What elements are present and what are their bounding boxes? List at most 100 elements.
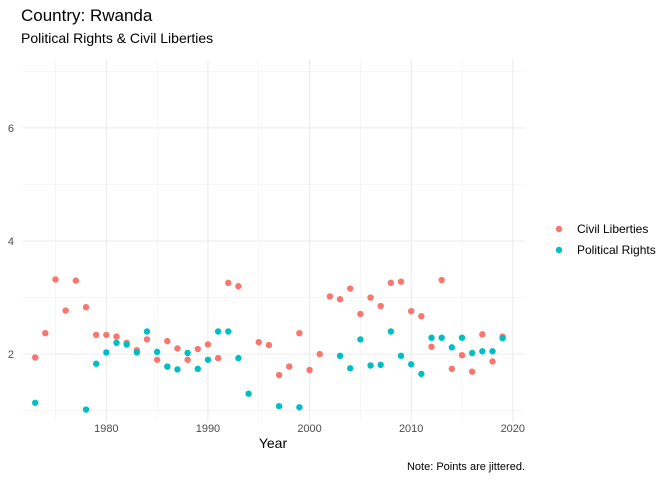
civil-liberties-point bbox=[174, 345, 181, 352]
political-rights-point bbox=[397, 352, 405, 360]
civil-liberties-point bbox=[377, 302, 384, 310]
political-rights-point bbox=[204, 356, 212, 363]
civil-liberties-point bbox=[479, 331, 486, 338]
civil-liberties-point bbox=[225, 279, 232, 287]
political-rights-point bbox=[164, 363, 171, 370]
political-rights-point bbox=[468, 349, 476, 357]
x-tick-label: 1990 bbox=[196, 423, 220, 435]
data-points bbox=[31, 276, 506, 413]
political-rights-point bbox=[194, 365, 201, 373]
civil-liberties-point bbox=[357, 310, 364, 318]
civil-liberties-point bbox=[387, 279, 395, 287]
civil-liberties-point bbox=[438, 276, 445, 284]
civil-liberties-point bbox=[62, 307, 69, 314]
political-rights-point bbox=[103, 349, 110, 356]
civil-liberties-point bbox=[153, 356, 161, 363]
political-rights-point bbox=[367, 362, 374, 369]
civil-liberties-point bbox=[326, 293, 334, 300]
civil-liberties-point bbox=[448, 365, 456, 373]
civil-liberties-point bbox=[204, 341, 212, 348]
legend: Civil Liberties Political Rights bbox=[555, 222, 656, 257]
political-rights-point bbox=[377, 361, 384, 369]
legend-key-political-rights bbox=[555, 246, 563, 254]
y-tick-label: 4 bbox=[8, 236, 14, 248]
political-rights-point bbox=[245, 390, 252, 397]
political-rights-point bbox=[336, 352, 344, 360]
civil-liberties-point bbox=[184, 356, 191, 363]
political-rights-point bbox=[174, 366, 181, 373]
civil-liberties-point bbox=[52, 276, 59, 283]
political-rights-point bbox=[438, 334, 445, 341]
civil-liberties-point bbox=[458, 352, 466, 359]
political-rights-point bbox=[296, 404, 303, 411]
civil-liberties-point bbox=[286, 363, 293, 370]
political-rights-point bbox=[407, 361, 415, 368]
civil-liberties-point bbox=[235, 283, 242, 290]
civil-liberties-point bbox=[164, 337, 171, 345]
political-rights-point bbox=[235, 354, 242, 362]
civil-liberties-point bbox=[316, 350, 323, 358]
political-rights-point bbox=[418, 370, 425, 378]
political-rights-point bbox=[458, 334, 466, 341]
y-tick-label: 6 bbox=[8, 123, 14, 135]
political-rights-point bbox=[387, 328, 395, 335]
civil-liberties-point bbox=[428, 343, 435, 350]
political-rights-point bbox=[489, 348, 496, 355]
political-rights-point bbox=[143, 328, 151, 335]
civil-liberties-point bbox=[214, 354, 222, 362]
y-tick-label: 2 bbox=[8, 349, 14, 361]
political-rights-point bbox=[153, 348, 161, 356]
legend-label-civil-liberties: Civil Liberties bbox=[577, 222, 648, 236]
civil-liberties-point bbox=[397, 278, 405, 285]
civil-liberties-point bbox=[92, 331, 100, 339]
civil-liberties-point bbox=[103, 331, 110, 339]
political-rights-point bbox=[428, 334, 435, 341]
political-rights-point bbox=[133, 349, 141, 356]
civil-liberties-point bbox=[347, 285, 354, 292]
civil-liberties-point bbox=[306, 366, 313, 374]
x-axis-title: Year bbox=[259, 435, 288, 451]
civil-liberties-point bbox=[336, 296, 344, 303]
civil-liberties-point bbox=[143, 336, 151, 343]
civil-liberties-point bbox=[367, 294, 374, 301]
chart-subtitle: Political Rights & Civil Liberties bbox=[21, 30, 213, 46]
civil-liberties-point bbox=[194, 345, 201, 353]
political-rights-point bbox=[31, 399, 39, 406]
political-rights-point bbox=[448, 344, 456, 351]
civil-liberties-point bbox=[82, 303, 90, 311]
political-rights-point bbox=[499, 335, 506, 342]
x-tick-label: 2000 bbox=[297, 423, 321, 435]
legend-key-civil-liberties bbox=[555, 225, 563, 233]
political-rights-point bbox=[225, 328, 232, 335]
political-rights-point bbox=[113, 339, 120, 347]
civil-liberties-point bbox=[113, 333, 120, 340]
legend-label-political-rights: Political Rights bbox=[577, 243, 656, 257]
civil-liberties-point bbox=[265, 341, 273, 349]
x-tick-label: 1980 bbox=[94, 423, 118, 435]
political-rights-point bbox=[82, 406, 90, 413]
civil-liberties-point bbox=[407, 307, 415, 315]
civil-liberties-point bbox=[275, 371, 283, 379]
chart-caption: Note: Points are jittered. bbox=[407, 461, 525, 473]
political-rights-point bbox=[123, 341, 130, 348]
civil-liberties-point bbox=[418, 313, 425, 320]
political-rights-point bbox=[479, 348, 486, 355]
y-tick-labels: 2 4 6 bbox=[8, 123, 14, 361]
political-rights-point bbox=[347, 365, 354, 372]
political-rights-point bbox=[92, 360, 100, 367]
x-tick-label: 2010 bbox=[399, 423, 423, 435]
political-rights-point bbox=[184, 349, 191, 357]
civil-liberties-point bbox=[31, 354, 39, 361]
civil-liberties-point bbox=[255, 339, 262, 346]
civil-liberties-point bbox=[468, 368, 476, 375]
civil-liberties-point bbox=[296, 329, 303, 337]
civil-liberties-point bbox=[42, 329, 49, 337]
political-rights-point bbox=[275, 402, 283, 410]
civil-liberties-point bbox=[72, 277, 80, 284]
political-rights-point bbox=[214, 328, 222, 335]
political-rights-point bbox=[357, 336, 364, 343]
x-tick-label: 2020 bbox=[501, 423, 525, 435]
x-tick-labels: 1980 1990 2000 2010 2020 bbox=[94, 423, 525, 435]
